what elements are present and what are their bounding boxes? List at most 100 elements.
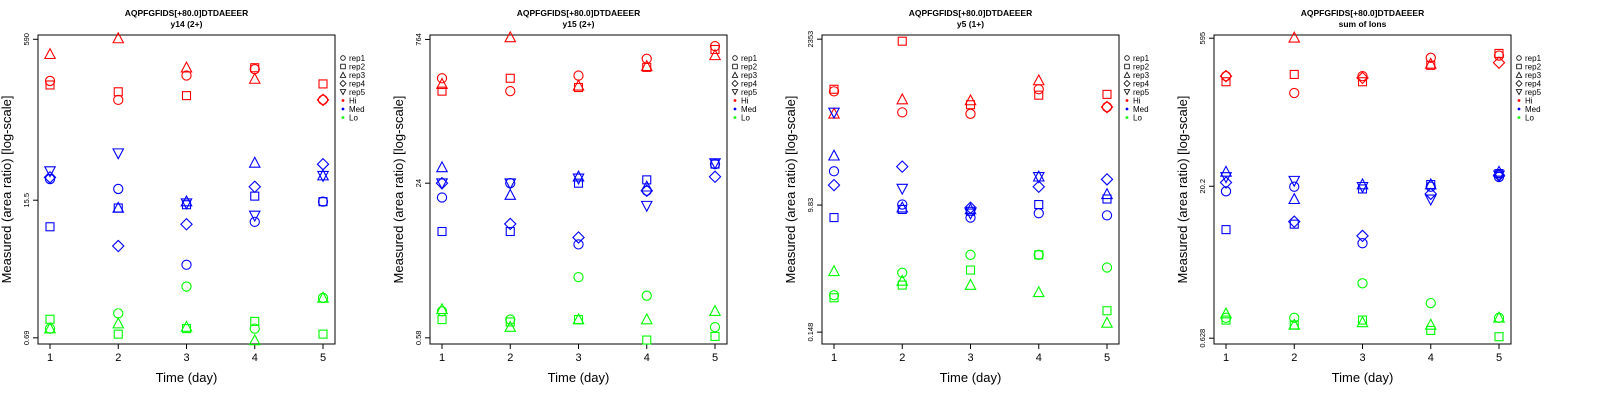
data-point [1220, 70, 1232, 82]
data-point [317, 196, 329, 207]
data-point [896, 200, 909, 213]
data-point [181, 281, 192, 292]
data-point [828, 166, 840, 177]
data-point [640, 312, 653, 325]
data-point [1357, 278, 1368, 289]
data-point [180, 217, 193, 231]
data-point [45, 222, 55, 232]
x-axis-label: Time (day) [548, 370, 610, 385]
y-tick-label: 9.83 [806, 198, 815, 213]
x-tick-label: 3 [183, 352, 189, 364]
data-point [250, 191, 260, 201]
data-point [318, 79, 328, 89]
data-point [1221, 225, 1231, 235]
data-point [1289, 312, 1300, 323]
data-point [435, 160, 449, 173]
data-point [1424, 194, 1437, 207]
legend-dot-icon [733, 107, 737, 111]
data-point [1032, 180, 1046, 194]
data-point [1034, 199, 1044, 210]
data-point [1424, 187, 1438, 201]
y-axis-label: Measured (area ratio) [log-scale] [783, 96, 798, 284]
data-point [1425, 52, 1436, 63]
data-point [1289, 87, 1300, 99]
data-point [897, 267, 908, 278]
data-point [708, 170, 722, 184]
chart-subtitle: y14 (2+) [171, 19, 203, 29]
y-tick-label: 0.148 [806, 323, 815, 342]
x-tick-label: 2 [899, 352, 905, 364]
data-point [112, 316, 125, 329]
data-point [828, 290, 840, 301]
legend-label: rep5 [1525, 88, 1542, 97]
data-point [1288, 318, 1301, 330]
data-point [829, 293, 839, 303]
y-axis-label: Measured (area ratio) [log-scale] [391, 96, 406, 284]
data-point [1426, 325, 1436, 335]
legend-label: Hi [1525, 97, 1533, 106]
legend-label: rep1 [1133, 54, 1150, 63]
legend-label: rep1 [349, 54, 366, 63]
y-tick-label: 0.69 [22, 331, 31, 346]
data-point [112, 31, 125, 44]
legend-entry: Lo [1125, 114, 1142, 123]
x-tick-label: 4 [252, 352, 258, 364]
data-point [248, 180, 262, 194]
x-axis-label: Time (day) [940, 370, 1002, 385]
legend-label: rep5 [1133, 88, 1150, 97]
legend-entry: rep1 [340, 54, 366, 63]
data-point [249, 216, 260, 228]
data-point [1492, 311, 1506, 323]
x-tick-label: 5 [1496, 352, 1502, 364]
data-point [640, 180, 653, 192]
data-point [505, 314, 516, 325]
chart-subtitle: y15 (2+) [563, 19, 595, 29]
legend-dot-icon [733, 99, 737, 102]
data-point [1288, 192, 1301, 205]
legend-entry: rep4 [1515, 80, 1542, 89]
data-point [504, 30, 517, 43]
data-point [1425, 297, 1436, 309]
y-tick-label: 590 [22, 33, 31, 46]
legend-diamond-icon [731, 79, 739, 88]
y-axis-label: Measured (area ratio) [log-scale] [1175, 96, 1190, 284]
legend-dot-icon [341, 116, 345, 119]
data-point [250, 63, 260, 73]
x-tick-label: 5 [1104, 352, 1110, 364]
data-point [709, 322, 721, 333]
legend-circle-icon [732, 55, 738, 61]
data-point [113, 329, 123, 339]
legend-label: Hi [349, 97, 357, 106]
legend-dot-icon [1517, 107, 1521, 111]
data-point [316, 93, 330, 107]
data-point [642, 175, 652, 185]
data-point [437, 86, 447, 96]
legend-dot-icon [733, 116, 737, 119]
legend-label: Med [741, 105, 757, 114]
data-point [1101, 101, 1113, 113]
data-point [435, 178, 449, 190]
legend-diamond-icon [339, 79, 347, 88]
y-tick-label: 15.5 [22, 193, 31, 208]
x-tick-label: 5 [712, 352, 718, 364]
legend-entry: rep3 [731, 71, 758, 80]
legend-label: Lo [741, 114, 750, 123]
legend-square-icon [340, 63, 346, 70]
data-point [829, 213, 839, 223]
chart-title: AQPFGFIDS[+80.0]DTDAEEER [909, 8, 1033, 18]
legend-label: rep5 [349, 88, 366, 97]
legend-entry: Hi [1517, 97, 1533, 106]
data-point [112, 148, 125, 160]
legend-entry: Lo [1517, 114, 1534, 123]
legend-entry: Med [733, 105, 757, 114]
data-point [180, 60, 193, 73]
legend-label: rep2 [741, 63, 758, 72]
data-point [964, 93, 977, 106]
data-point [1288, 175, 1301, 188]
x-tick-label: 1 [831, 352, 837, 364]
legend-entry: rep2 [732, 63, 758, 72]
legend-dot-icon [1125, 116, 1129, 119]
legend-entry: Hi [733, 97, 749, 106]
data-point [640, 59, 653, 72]
chart-title: AQPFGFIDS[+80.0]DTDAEEER [125, 8, 249, 18]
